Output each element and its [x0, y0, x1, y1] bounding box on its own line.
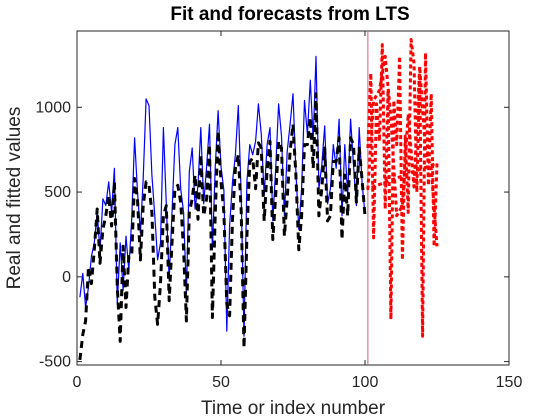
y-tick-label: 1000	[35, 99, 71, 116]
x-tick-label: 0	[73, 374, 82, 391]
x-tick-label: 150	[496, 374, 523, 391]
x-tick-label: 50	[212, 374, 230, 391]
chart-title: Fit and forecasts from LTS	[170, 4, 409, 25]
y-tick-label: 0	[62, 269, 71, 286]
x-tick-label: 100	[352, 374, 379, 391]
x-axis-label: Time or index number	[201, 398, 386, 419]
y-axis-label: Real and fitted values	[4, 107, 25, 290]
y-tick-label: 500	[44, 184, 71, 201]
y-tick-label: -500	[39, 354, 71, 371]
